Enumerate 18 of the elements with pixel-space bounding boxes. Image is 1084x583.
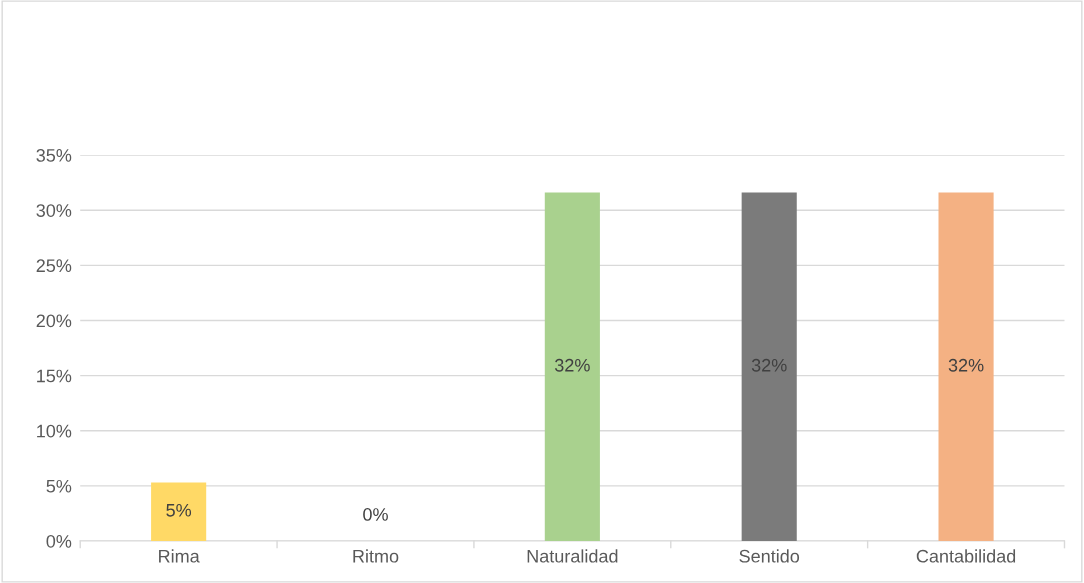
y-tick-label: 30%	[36, 204, 72, 217]
data-label: 32%	[751, 358, 787, 372]
data-label: 0%	[363, 508, 388, 521]
y-tick-label: 20%	[36, 314, 72, 328]
y-tick-label: 15%	[37, 369, 72, 383]
x-tick-label: Sentido	[739, 549, 800, 563]
y-tick-label: 35%	[36, 149, 72, 162]
data-label: 5%	[166, 503, 192, 517]
x-tick-label: Ritmo	[353, 549, 399, 563]
y-tick-label: 5%	[46, 479, 72, 493]
data-label: 32%	[948, 358, 984, 372]
y-tick-label: 25%	[36, 259, 72, 273]
x-tick-label: Rima	[159, 549, 200, 563]
y-tick-label: 0%	[46, 534, 72, 548]
x-tick-label: Naturalidad	[527, 549, 618, 563]
y-tick-label: 10%	[37, 424, 72, 438]
data-label: 32%	[554, 358, 590, 372]
x-tick-label: Cantabilidad	[916, 549, 1016, 563]
